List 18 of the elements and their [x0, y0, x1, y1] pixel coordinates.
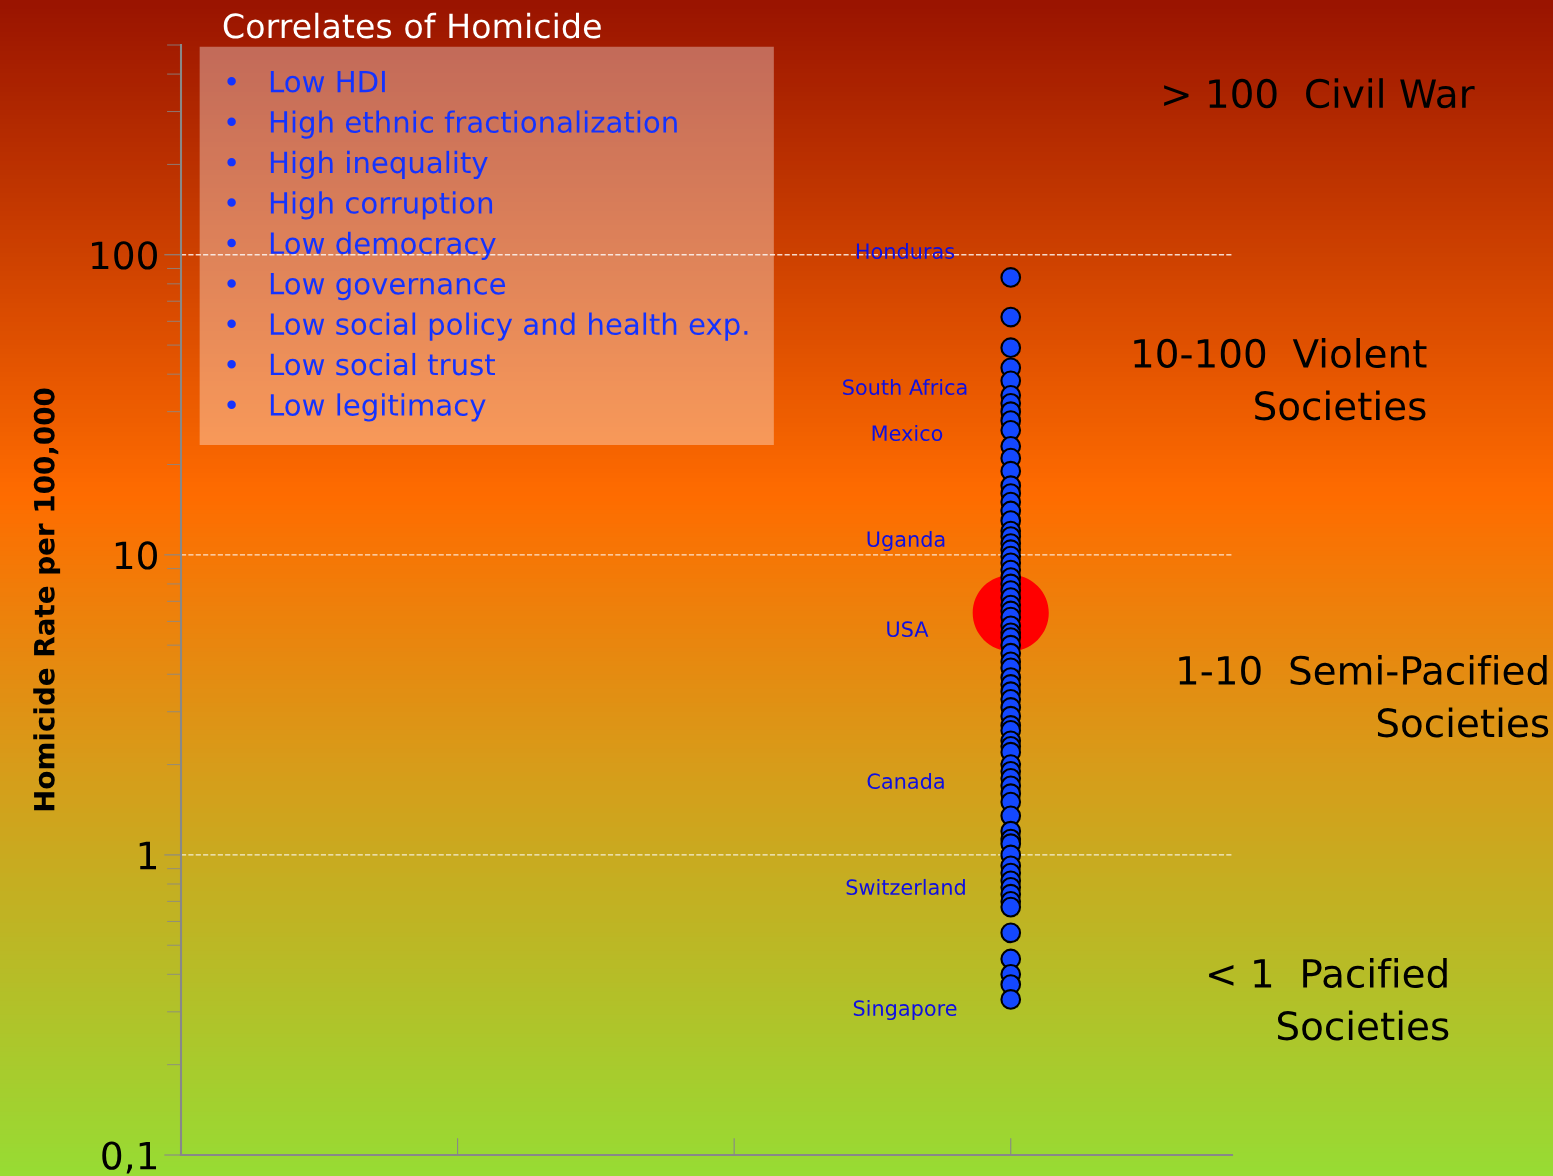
- annotation: USA: [887, 621, 929, 638]
- chart-title: Correlates of Homicide: [223, 12, 601, 39]
- annotation: 10-100 Violent Societies: [1134, 337, 1427, 421]
- text: • Low HDI • High ethnic fractionalization • High inequality • High corruption • Low democracy • Low governance • Low social policy and health exp. • Low social trust • Low legitimacy: [227, 70, 748, 422]
- annotation: Singapore: [853, 999, 957, 1021]
- y-tick-label: 100: [92, 241, 157, 270]
- annotation: 1-10 Semi-Pacified Societies: [1179, 654, 1549, 738]
- y-axis-title: Homicide Rate per 100,000: [33, 388, 61, 811]
- y-tick-label: 0,1: [102, 1141, 157, 1174]
- annotation: < 1 Pacified Societies: [1209, 957, 1449, 1041]
- y-tick-label: 10: [115, 541, 157, 570]
- annotation: Switzerland: [846, 878, 965, 896]
- annotation: Canada: [867, 772, 944, 790]
- annotation: South Africa: [843, 378, 967, 396]
- annotation: > 100 Civil War: [1164, 78, 1475, 109]
- annotation: Uganda: [867, 530, 945, 552]
- y-tick-label: 1: [139, 841, 157, 870]
- annotation: Mexico: [872, 424, 943, 442]
